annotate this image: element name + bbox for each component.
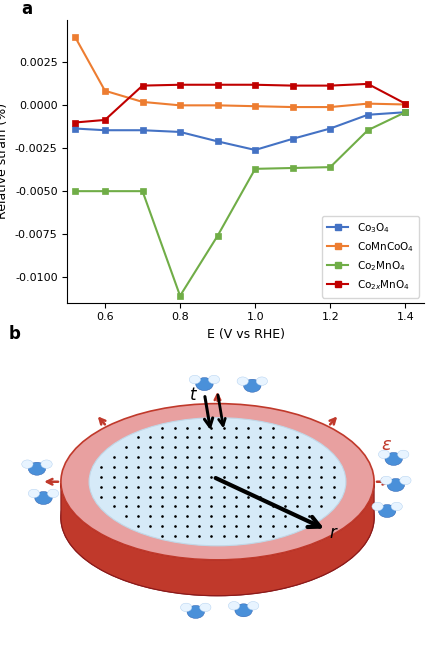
Circle shape (35, 492, 52, 505)
Circle shape (247, 602, 258, 610)
Polygon shape (61, 482, 373, 596)
Circle shape (195, 378, 213, 391)
Circle shape (22, 460, 33, 469)
Circle shape (243, 379, 260, 392)
Circle shape (378, 450, 389, 458)
Circle shape (384, 452, 401, 465)
Circle shape (378, 505, 395, 518)
Circle shape (397, 450, 408, 458)
Y-axis label: Relative strain (%): Relative strain (%) (0, 103, 10, 219)
Text: $\varepsilon$: $\varepsilon$ (380, 436, 391, 454)
Circle shape (256, 377, 267, 385)
Circle shape (187, 605, 204, 618)
Circle shape (199, 603, 210, 612)
Circle shape (228, 602, 239, 610)
Circle shape (386, 478, 404, 492)
Circle shape (180, 603, 191, 612)
Circle shape (399, 476, 410, 484)
Legend: Co$_3$O$_4$, CoMnCoO$_4$, Co$_2$MnO$_4$, Co$_{2x}$MnO$_4$: Co$_3$O$_4$, CoMnCoO$_4$, Co$_2$MnO$_4$,… (322, 216, 418, 298)
Circle shape (371, 503, 382, 511)
Circle shape (208, 375, 219, 383)
Text: b: b (9, 324, 20, 342)
Circle shape (380, 476, 391, 484)
Circle shape (237, 377, 248, 385)
Ellipse shape (89, 418, 345, 546)
X-axis label: E (V vs RHE): E (V vs RHE) (206, 328, 284, 341)
Circle shape (189, 375, 200, 383)
Circle shape (234, 604, 252, 617)
Circle shape (28, 490, 39, 497)
Text: a: a (21, 0, 32, 18)
Text: $r$: $r$ (328, 524, 338, 542)
Text: $t$: $t$ (189, 386, 198, 404)
Circle shape (41, 460, 52, 469)
Circle shape (47, 490, 59, 497)
Circle shape (390, 503, 401, 511)
Ellipse shape (61, 439, 373, 596)
Ellipse shape (61, 404, 373, 560)
Circle shape (28, 462, 46, 475)
